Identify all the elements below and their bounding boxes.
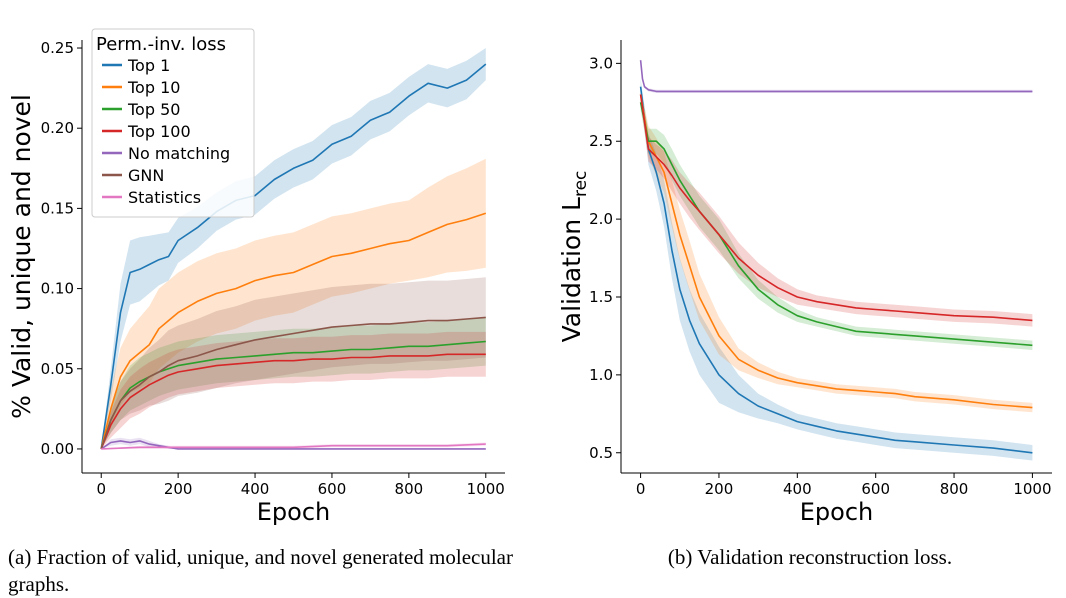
legend-box xyxy=(91,28,255,218)
caption-a: (a) Fraction of valid, unique, and novel… xyxy=(8,545,513,596)
legend-label: GNN xyxy=(128,166,164,185)
y-tick-label: 0.10 xyxy=(41,280,74,298)
x-tick-label: 800 xyxy=(940,480,969,498)
x-axis-label: Epoch xyxy=(800,498,874,526)
series-line-top-50 xyxy=(639,102,1033,347)
y-tick-label: 0.05 xyxy=(41,360,74,378)
series-line-top-50 xyxy=(100,340,486,450)
y-tick-label: 0.00 xyxy=(41,440,74,458)
legend-label: Top 50 xyxy=(127,100,180,119)
x-tick-label: 1000 xyxy=(467,480,505,498)
x-tick-label: 600 xyxy=(861,480,890,498)
figure: 0 200 400 600 800 1000 0.00 0.05 0.10 0.15 0.20 0.2… xyxy=(7,28,1052,526)
x-tick-label: 200 xyxy=(164,480,193,498)
x-tick-label: 400 xyxy=(241,480,270,498)
legend-label: No matching xyxy=(128,144,230,163)
y-tick-label: 3.0 xyxy=(589,54,613,72)
y-tick-label: 1.0 xyxy=(589,366,613,384)
legend-label: Top 10 xyxy=(127,78,180,97)
x-tick-label: 800 xyxy=(395,480,424,498)
y-tick-label: 0.15 xyxy=(41,199,74,217)
band-no-matching xyxy=(640,58,1033,93)
y-axis-label: % Valid, unique and novel xyxy=(7,94,36,419)
x-tick-label: 0 xyxy=(636,480,646,498)
legend-title: Perm.-inv. loss xyxy=(96,34,226,55)
band-top-50 xyxy=(101,317,486,449)
x-tick-label: 400 xyxy=(783,480,812,498)
caption-b: (b) Validation reconstruction loss. xyxy=(667,545,953,569)
chart-a: 0 200 400 600 800 1000 0.00 0.05 0.10 0.15 0.20 0.2… xyxy=(7,28,505,526)
y-tick-label: 0.5 xyxy=(589,444,613,462)
chart-b: 0 200 400 600 800 1000 0.5 1.0 1.5 2.0 2.5 3.0 Epoch… xyxy=(557,40,1052,526)
series-line-top-10 xyxy=(100,212,487,450)
band-top-100 xyxy=(101,331,486,449)
series-line-gnn xyxy=(100,316,486,450)
series-line-top-100 xyxy=(100,353,486,450)
x-tick-label: 600 xyxy=(318,480,347,498)
x-tick-label: 200 xyxy=(705,480,734,498)
legend-label: Top 1 xyxy=(127,56,170,75)
x-tick-label: 0 xyxy=(96,480,106,498)
x-tick-label: 1000 xyxy=(1013,480,1051,498)
y-axis-label-subscript: rec xyxy=(571,171,591,197)
y-tick-label: 1.5 xyxy=(589,288,613,306)
series-line-no-matching xyxy=(100,440,486,450)
band-no-matching xyxy=(101,437,486,449)
y-tick-label: 0.20 xyxy=(41,119,74,137)
band-gnn xyxy=(101,277,486,449)
band-top-50 xyxy=(640,94,1033,350)
y-tick-label: 0.25 xyxy=(41,39,74,57)
y-tick-label: 2.0 xyxy=(589,210,613,228)
series-line-statistics xyxy=(101,443,486,450)
legend-label: Statistics xyxy=(128,188,201,207)
series-line-top-1 xyxy=(639,86,1033,454)
y-axis-label: Validation Lrec xyxy=(557,171,591,343)
x-axis-label: Epoch xyxy=(257,498,331,526)
legend-label: Top 100 xyxy=(127,122,191,141)
series-line-top-100 xyxy=(639,94,1033,322)
series-line-top-10 xyxy=(639,94,1033,409)
y-tick-label: 2.5 xyxy=(589,132,613,150)
series-line-no-matching xyxy=(639,60,1033,93)
band-top-10 xyxy=(101,158,486,449)
series-line-top-1 xyxy=(100,63,487,450)
